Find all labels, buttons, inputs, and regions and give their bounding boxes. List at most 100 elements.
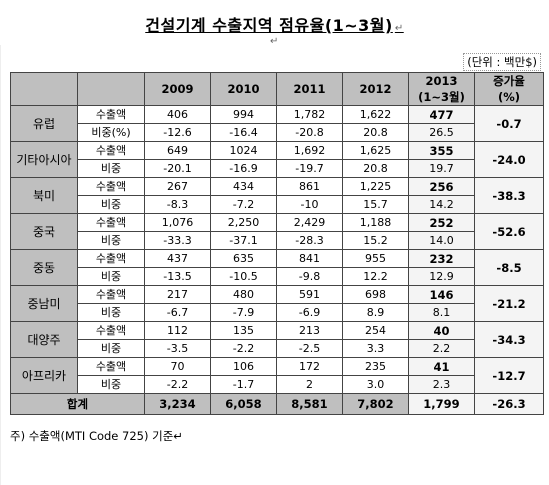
share-value-2013: 14.0 — [408, 231, 475, 250]
export-value: 172 — [276, 357, 343, 376]
share-value: 12.2 — [342, 267, 409, 286]
region-name: 유럽 — [10, 105, 78, 142]
export-value-2013: 477 — [408, 105, 475, 124]
header-metric — [77, 72, 145, 106]
share-value-2013: 2.3 — [408, 375, 475, 394]
total-2011: 8,581 — [276, 393, 343, 415]
share-value: 3.0 — [342, 375, 409, 394]
header-change: 증가율 (%) — [474, 72, 544, 106]
metric-export-label: 수출액 — [77, 177, 145, 196]
share-value: -19.7 — [276, 159, 343, 178]
export-value-2013: 41 — [408, 357, 475, 376]
change-rate: -21.2 — [474, 285, 544, 322]
region-name: 중남미 — [10, 285, 78, 322]
region-row-share: 비중 -20.1 -16.9 -19.7 20.8 19.7 — [11, 159, 544, 178]
export-value: 1,076 — [144, 213, 211, 232]
header-region — [10, 72, 78, 106]
change-rate: -38.3 — [474, 177, 544, 214]
title-text: 건설기계 수출지역 점유율(1~3월) — [145, 16, 393, 35]
change-rate: -52.6 — [474, 213, 544, 250]
export-value: 1,625 — [342, 141, 409, 160]
share-value: -12.6 — [144, 123, 211, 142]
region-name: 기타아시아 — [10, 141, 78, 178]
total-label: 합계 — [10, 393, 145, 415]
share-value: -20.1 — [144, 159, 211, 178]
header-change-label: 증가율 — [493, 74, 525, 88]
export-value-2013: 355 — [408, 141, 475, 160]
export-value-2013: 232 — [408, 249, 475, 268]
export-value: 434 — [210, 177, 277, 196]
export-value: 135 — [210, 321, 277, 340]
export-value: 235 — [342, 357, 409, 376]
total-2010: 6,058 — [210, 393, 277, 415]
change-rate: -12.7 — [474, 357, 544, 394]
export-value: 213 — [276, 321, 343, 340]
region-name: 대양주 — [10, 321, 78, 358]
export-value-2013: 146 — [408, 285, 475, 304]
region-row-export: 중남미 수출액 217 480 591 698 146 -21.2 — [10, 285, 544, 322]
header-2013-year: 2013 — [425, 74, 458, 88]
export-share-table: 2009 2010 2011 2012 2013 (1~3월) 증가율 (%) … — [10, 72, 544, 415]
export-value: 1,692 — [276, 141, 343, 160]
share-value: -13.5 — [144, 267, 211, 286]
paragraph-mark-icon: ↵ — [394, 23, 404, 34]
header-change-unit: (%) — [497, 90, 521, 104]
header-2010: 2010 — [210, 72, 277, 106]
region-row-share: 비중(%) -12.6 -16.4 -20.8 20.8 26.5 — [11, 123, 544, 142]
header-2009: 2009 — [144, 72, 211, 106]
metric-share-label: 비중 — [77, 303, 145, 322]
region-name: 북미 — [10, 177, 78, 214]
header-2011: 2011 — [276, 72, 343, 106]
share-value: -6.7 — [144, 303, 211, 322]
metric-export-label: 수출액 — [77, 249, 145, 268]
share-value: 15.2 — [342, 231, 409, 250]
share-value: -2.5 — [276, 339, 343, 358]
region-row-share: 비중 -8.3 -7.2 -10 15.7 14.2 — [11, 195, 544, 214]
region-row-share: 비중 -6.7 -7.9 -6.9 8.9 8.1 — [11, 303, 544, 322]
metric-share-label: 비중 — [77, 375, 145, 394]
metric-share-label: 비중 — [77, 159, 145, 178]
region-name: 아프리카 — [10, 357, 78, 394]
share-value: 8.9 — [342, 303, 409, 322]
total-row: 합계 3,234 6,058 8,581 7,802 1,799 -26.3 — [10, 393, 544, 415]
metric-share-label: 비중 — [77, 339, 145, 358]
header-2012: 2012 — [342, 72, 409, 106]
export-value: 406 — [144, 105, 211, 124]
region-row-export: 대양주 수출액 112 135 213 254 40 -34.3 — [10, 321, 544, 358]
region-row-share: 비중 -33.3 -37.1 -28.3 15.2 14.0 — [11, 231, 544, 250]
region-name: 중국 — [10, 213, 78, 250]
export-value: 649 — [144, 141, 211, 160]
metric-share-label: 비중 — [77, 267, 145, 286]
share-value: 20.8 — [342, 123, 409, 142]
export-value: 591 — [276, 285, 343, 304]
document-title: 건설기계 수출지역 점유율(1~3월) ↵ — [0, 12, 549, 36]
region-row-export: 중국 수출액 1,076 2,250 2,429 1,188 252 -52.6 — [10, 213, 544, 250]
share-value-2013: 14.2 — [408, 195, 475, 214]
unit-label: (단위 : 백만$) — [463, 53, 541, 71]
export-value: 217 — [144, 285, 211, 304]
region-row-export: 아프리카 수출액 70 106 172 235 41 -12.7 — [10, 357, 544, 394]
metric-export-label: 수출액 — [77, 321, 145, 340]
region-row-export: 중동 수출액 437 635 841 955 232 -8.5 — [10, 249, 544, 286]
metric-export-label: 수출액 — [77, 141, 145, 160]
metric-share-label: 비중 — [77, 195, 145, 214]
share-value: -7.2 — [210, 195, 277, 214]
footnote: 주) 수출액(MTI Code 725) 기준↵ — [10, 429, 183, 443]
share-value-2013: 26.5 — [408, 123, 475, 142]
total-2012: 7,802 — [342, 393, 409, 415]
export-value: 267 — [144, 177, 211, 196]
share-value: -20.8 — [276, 123, 343, 142]
share-value: 2 — [276, 375, 343, 394]
region-row-share: 비중 -3.5 -2.2 -2.5 3.3 2.2 — [11, 339, 544, 358]
paragraph-mark-icon: ↵ — [270, 36, 279, 47]
export-value: 437 — [144, 249, 211, 268]
export-value: 1,225 — [342, 177, 409, 196]
header-2013: 2013 (1~3월) — [408, 72, 475, 106]
share-value: 15.7 — [342, 195, 409, 214]
metric-export-label: 수출액 — [77, 357, 145, 376]
export-value: 1024 — [210, 141, 277, 160]
change-rate: -0.7 — [474, 105, 544, 142]
header-2013-period: (1~3월) — [418, 90, 465, 104]
export-value: 112 — [144, 321, 211, 340]
total-2009: 3,234 — [144, 393, 211, 415]
